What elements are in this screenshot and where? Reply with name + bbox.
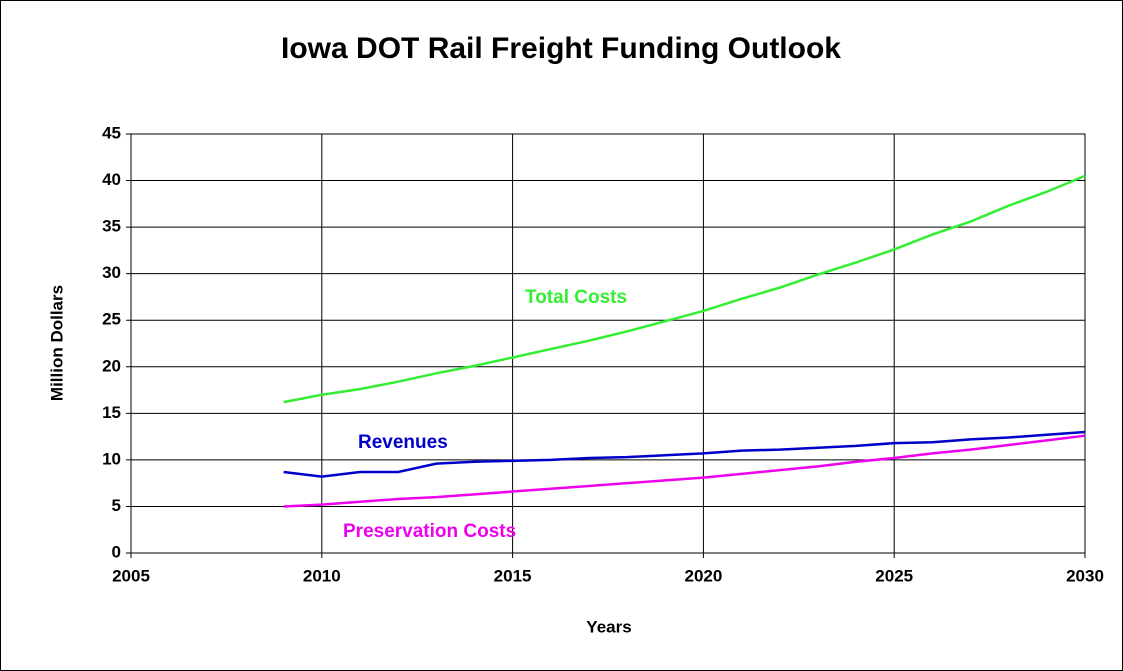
y-tick-label: 5: [112, 496, 121, 515]
y-tick-label: 0: [112, 542, 121, 561]
x-tick-label: 2025: [875, 566, 913, 585]
x-tick-label: 2030: [1066, 566, 1104, 585]
plot-area: [130, 133, 1086, 554]
series-line: [283, 434, 1086, 508]
y-tick-label: 35: [102, 217, 121, 236]
chart-title: Iowa DOT Rail Freight Funding Outlook: [281, 32, 841, 65]
series-line: [283, 430, 1086, 478]
series-label: Total Costs: [525, 287, 627, 308]
y-tick-label: 40: [102, 170, 121, 189]
series-line: [283, 174, 1086, 404]
x-axis-label: Years: [586, 617, 631, 636]
x-tick-label: 2005: [112, 566, 150, 585]
y-tick-label: 25: [102, 310, 121, 329]
y-tick-label: 10: [102, 449, 121, 468]
x-tick-label: 2010: [303, 566, 341, 585]
y-tick-label: 15: [102, 403, 121, 422]
y-axis-label: Million Dollars: [47, 285, 66, 401]
y-tick-label: 20: [102, 356, 121, 375]
series-label: Preservation Costs: [343, 521, 516, 542]
x-tick-label: 2015: [494, 566, 532, 585]
x-tick-label: 2020: [684, 566, 722, 585]
y-tick-label: 45: [102, 123, 121, 142]
series-label: Revenues: [358, 432, 448, 453]
y-tick-label: 30: [102, 263, 121, 282]
